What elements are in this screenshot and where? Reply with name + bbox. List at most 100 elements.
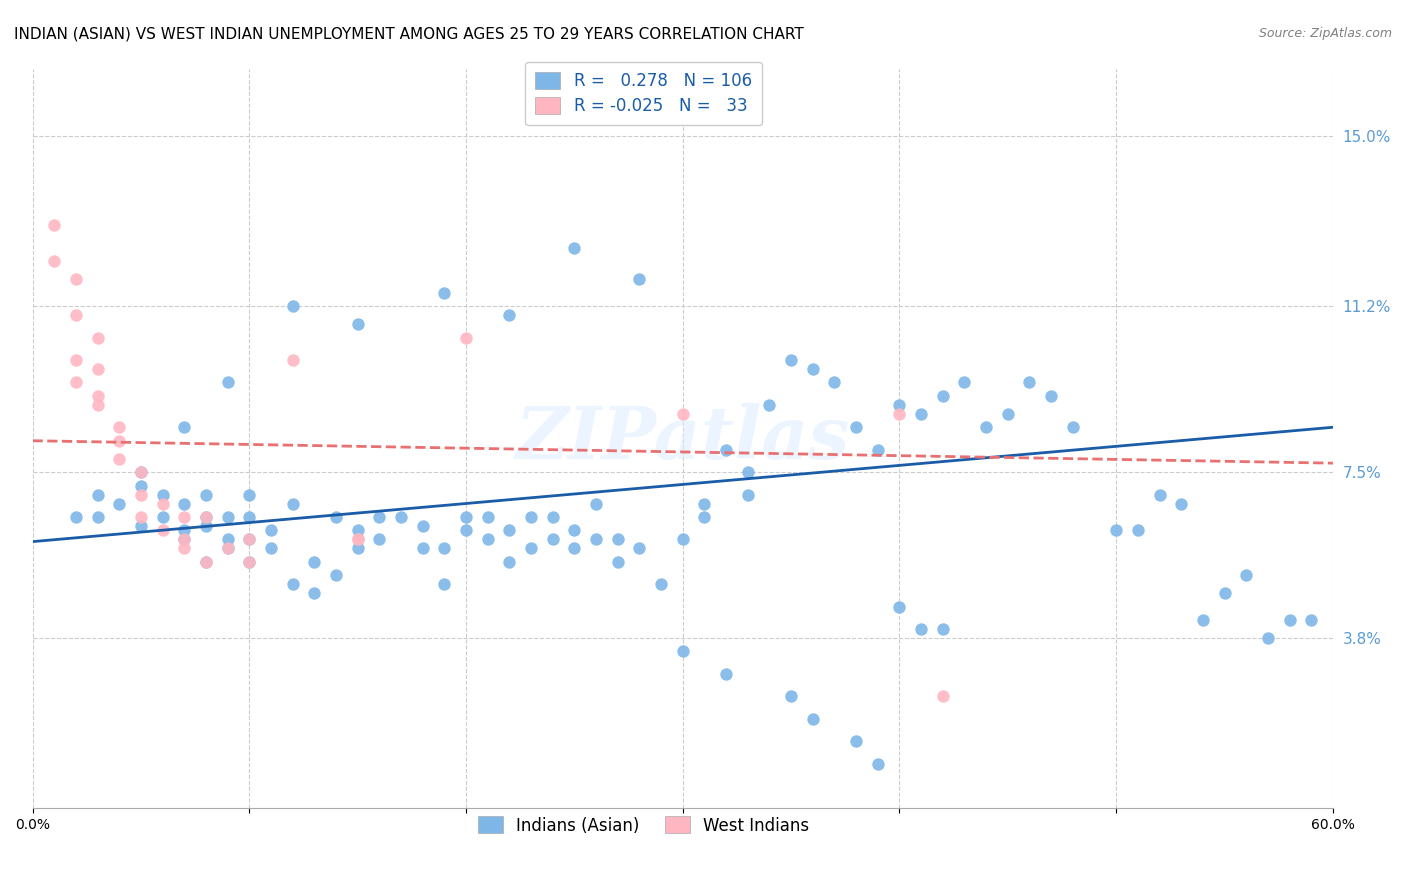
Point <box>260 541 283 556</box>
Point <box>997 407 1019 421</box>
Point <box>238 533 260 547</box>
Point <box>780 690 803 704</box>
Point <box>953 376 976 390</box>
Point <box>173 541 195 556</box>
Point <box>281 299 304 313</box>
Point <box>194 487 217 501</box>
Point <box>628 272 651 286</box>
Point <box>368 533 391 547</box>
Point <box>650 577 672 591</box>
Point <box>65 353 87 368</box>
Point <box>562 241 585 255</box>
Point <box>129 465 152 479</box>
Point <box>889 407 911 421</box>
Point <box>217 541 239 556</box>
Point <box>129 478 152 492</box>
Point <box>454 524 477 538</box>
Point <box>974 420 997 434</box>
Point <box>433 285 456 300</box>
Point <box>1301 613 1323 627</box>
Point <box>412 519 434 533</box>
Point <box>866 442 889 457</box>
Point <box>238 555 260 569</box>
Point <box>194 510 217 524</box>
Point <box>541 533 564 547</box>
Point <box>86 487 108 501</box>
Point <box>129 519 152 533</box>
Point <box>217 376 239 390</box>
Point <box>932 690 955 704</box>
Point <box>368 510 391 524</box>
Point <box>520 510 543 524</box>
Point <box>672 407 695 421</box>
Point <box>238 533 260 547</box>
Point <box>238 487 260 501</box>
Point <box>932 622 955 636</box>
Point <box>693 510 716 524</box>
Point <box>152 496 174 510</box>
Point <box>1192 613 1215 627</box>
Point <box>801 362 824 376</box>
Point <box>454 330 477 344</box>
Point <box>1170 496 1192 510</box>
Point <box>498 308 520 322</box>
Legend: Indians (Asian), West Indians: Indians (Asian), West Indians <box>468 806 820 845</box>
Point <box>194 555 217 569</box>
Point <box>672 644 695 658</box>
Point <box>217 510 239 524</box>
Point <box>520 541 543 556</box>
Point <box>910 622 932 636</box>
Point <box>1040 389 1063 403</box>
Point <box>737 465 759 479</box>
Point <box>1062 420 1084 434</box>
Point <box>585 496 607 510</box>
Point <box>562 524 585 538</box>
Point <box>845 734 868 748</box>
Point <box>1126 524 1149 538</box>
Point <box>65 308 87 322</box>
Point <box>152 487 174 501</box>
Point <box>693 496 716 510</box>
Point <box>866 756 889 771</box>
Point <box>86 389 108 403</box>
Point <box>606 533 628 547</box>
Point <box>889 599 911 614</box>
Point <box>65 510 87 524</box>
Point <box>304 586 326 600</box>
Point <box>281 353 304 368</box>
Point <box>152 524 174 538</box>
Point <box>606 555 628 569</box>
Point <box>433 541 456 556</box>
Point <box>346 533 368 547</box>
Text: ZIPatlas: ZIPatlas <box>516 403 849 474</box>
Point <box>173 524 195 538</box>
Point <box>628 541 651 556</box>
Point <box>845 420 868 434</box>
Point <box>129 510 152 524</box>
Point <box>325 510 347 524</box>
Point <box>108 420 131 434</box>
Point <box>1234 568 1257 582</box>
Point <box>585 533 607 547</box>
Point <box>173 420 195 434</box>
Point <box>433 577 456 591</box>
Point <box>910 407 932 421</box>
Point <box>477 510 499 524</box>
Point <box>173 510 195 524</box>
Point <box>44 254 66 268</box>
Point <box>217 541 239 556</box>
Point <box>152 510 174 524</box>
Point <box>714 442 737 457</box>
Point <box>194 555 217 569</box>
Point <box>86 398 108 412</box>
Point <box>129 487 152 501</box>
Point <box>823 376 845 390</box>
Point <box>86 510 108 524</box>
Point <box>173 533 195 547</box>
Point <box>281 577 304 591</box>
Point <box>108 496 131 510</box>
Point <box>801 712 824 726</box>
Point <box>108 451 131 466</box>
Point <box>714 667 737 681</box>
Point <box>412 541 434 556</box>
